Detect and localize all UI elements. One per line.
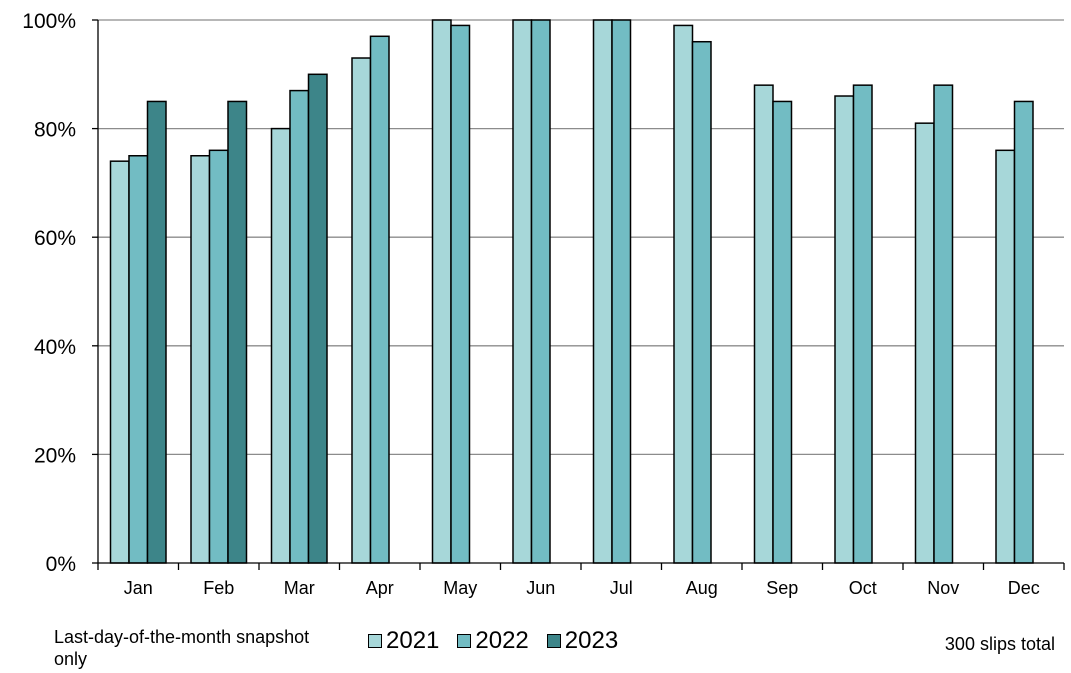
- snapshot-note: Last-day-of-the-month snapshot only: [54, 627, 310, 669]
- bar-jul-2021: [592, 19, 613, 564]
- bar-mar-2023: [307, 73, 328, 564]
- x-tick-label-jan: Jan: [124, 578, 153, 598]
- x-tick-label-dec: Dec: [1008, 578, 1040, 598]
- bar-jun-2022: [530, 19, 551, 564]
- y-tick-labels: 0% 20% 40% 60% 80% 100%: [22, 10, 76, 576]
- y-tick-label-20: 20%: [34, 444, 76, 467]
- bar-dec-2021: [995, 149, 1016, 564]
- bar-feb-2021: [190, 155, 211, 564]
- bar-aug-2022: [691, 40, 712, 564]
- legend-swatch-2021: [368, 634, 382, 648]
- legend-swatch-2022: [457, 634, 472, 648]
- x-tick-label-feb: Feb: [203, 578, 234, 598]
- legend-label-2021: 2021: [386, 627, 440, 654]
- bar-jan-2022: [128, 155, 149, 564]
- axes: [92, 19, 1065, 570]
- bar-oct-2022: [852, 84, 873, 564]
- bar-nov-2022: [933, 84, 954, 564]
- bar-apr-2021: [351, 57, 372, 564]
- legend-label-2022: 2022: [475, 627, 529, 654]
- occupancy-bar-chart: 0% 20% 40% 60% 80% 100% Jan Feb Mar Apr May Jun Jul…: [22, 10, 1065, 598]
- bar-jul-2022: [611, 19, 632, 564]
- bar-may-2022: [450, 24, 471, 564]
- bar-jun-2021: [512, 19, 533, 564]
- legend-item-2022: 2022: [457, 627, 529, 655]
- x-tick-label-oct: Oct: [849, 578, 877, 598]
- bar-jan-2021: [109, 160, 130, 564]
- x-tick-label-sep: Sep: [766, 578, 798, 598]
- bar-feb-2022: [208, 149, 229, 564]
- y-tick-label-0: 0%: [46, 553, 76, 576]
- bar-nov-2021: [914, 122, 935, 564]
- bar-aug-2021: [673, 24, 694, 564]
- x-tick-label-jul: Jul: [610, 578, 633, 598]
- x-tick-label-aug: Aug: [686, 578, 718, 598]
- legend-item-2021: 2021: [368, 627, 439, 655]
- legend: 2021 2022 2023: [368, 627, 636, 655]
- gridlines: [98, 19, 1064, 456]
- bar-jan-2023: [146, 100, 167, 564]
- bar-dec-2022: [1013, 100, 1034, 564]
- bar-mar-2022: [289, 89, 310, 564]
- bar-sep-2022: [772, 100, 793, 564]
- x-tick-labels: Jan Feb Mar Apr May Jun Jul Aug Sep Oct Nov Dec: [124, 578, 1040, 598]
- bar-apr-2022: [369, 35, 390, 564]
- bars: [109, 19, 1034, 564]
- slips-total-note: 300 slips total: [944, 634, 1055, 654]
- bar-mar-2021: [270, 127, 291, 564]
- y-tick-label-60: 60%: [34, 227, 76, 250]
- legend-swatch-2023: [546, 634, 561, 648]
- bar-sep-2021: [753, 84, 774, 564]
- x-tick-label-nov: Nov: [927, 578, 959, 598]
- legend-label-2023: 2023: [564, 627, 619, 654]
- bar-feb-2023: [227, 100, 248, 564]
- x-tick-label-jun: Jun: [526, 578, 555, 598]
- x-tick-label-apr: Apr: [366, 578, 394, 598]
- y-tick-label-100: 100%: [22, 10, 76, 33]
- x-tick-label-may: May: [443, 578, 477, 598]
- y-tick-label-40: 40%: [34, 336, 76, 359]
- bar-oct-2021: [834, 95, 855, 564]
- y-tick-label-80: 80%: [34, 119, 76, 142]
- x-tick-label-mar: Mar: [284, 578, 315, 598]
- legend-item-2023: 2023: [546, 627, 619, 655]
- bar-may-2021: [431, 19, 452, 564]
